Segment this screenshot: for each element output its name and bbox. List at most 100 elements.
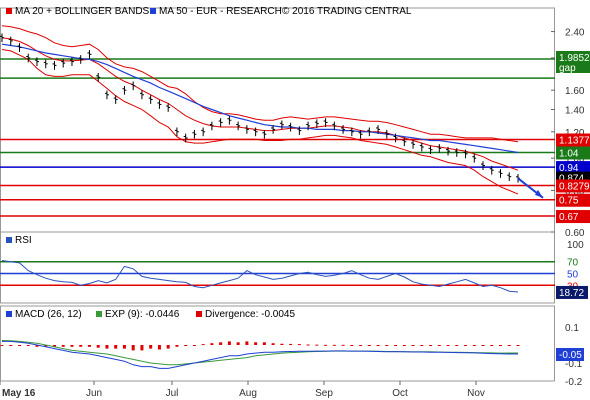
price-ytick-label: 1.00 (565, 154, 585, 165)
price-level-label: 0.8279 (559, 181, 590, 192)
ma50-line (1, 43, 519, 154)
month-label: Aug (239, 388, 257, 399)
divergence-bar (254, 342, 258, 345)
price-ytick-label: 1.60 (565, 86, 585, 97)
price-level-tag (556, 133, 590, 147)
panel-frame (0, 231, 555, 304)
divergence-bar (350, 345, 354, 346)
legend-ma50-label: MA 50 - EUR - RESEARCH (159, 6, 282, 17)
forecast-arrow-head (535, 189, 543, 198)
rsi-ytick-label: 100 (567, 240, 584, 251)
macd-legend-swatch (6, 311, 12, 317)
divergence-bar (52, 345, 56, 347)
divergence-label: Divergence: -0.0045 (205, 309, 295, 320)
panel-frame (0, 305, 555, 382)
divergence-bar (464, 345, 468, 346)
divergence-bar (262, 342, 266, 345)
divergence-bar (0, 345, 4, 346)
divergence-bar (70, 345, 74, 347)
macd-title: MACD (26, 12) (15, 309, 82, 320)
panel-frame (0, 7, 555, 233)
month-label: Nov (467, 388, 485, 399)
divergence-bar (210, 343, 214, 345)
rsi-ytick-label: 70 (567, 258, 579, 269)
divergence-bar (385, 345, 389, 346)
divergence-bar (394, 345, 398, 346)
price-level-label: 0.75 (559, 196, 579, 207)
legend-ma50-swatch (150, 8, 156, 14)
divergence-bar (367, 345, 371, 346)
divergence-bar (490, 345, 494, 346)
price-level-label: 0.874 (559, 174, 584, 185)
price-level-tag (556, 193, 590, 207)
divergence-bar (236, 342, 240, 345)
divergence-bar (297, 344, 301, 346)
divergence-bar (9, 345, 13, 346)
rsi-panel: RSI 100705030 18.72 (0, 235, 588, 299)
bollinger-lower (1, 49, 519, 195)
divergence-bar (420, 345, 424, 346)
month-label: Jul (166, 388, 179, 399)
price-level-note: gap (559, 63, 576, 74)
divergence-bar (122, 345, 126, 349)
month-axis: May 16 Jun Jul Aug Sep Oct Nov (0, 381, 485, 399)
divergence-bar (315, 344, 319, 346)
price-ytick-label: 0.60 (565, 228, 585, 239)
price-level-label: 1.9852 (559, 53, 590, 64)
exp-legend-swatch (96, 311, 102, 317)
divergence-bar (359, 345, 363, 346)
divergence-bar (96, 345, 100, 348)
divergence-bar (79, 345, 83, 347)
divergence-bar (437, 345, 441, 346)
divergence-bar (324, 344, 328, 346)
divergence-bar (131, 345, 135, 351)
divergence-bar (192, 345, 196, 346)
divergence-bar (376, 345, 380, 346)
divergence-bar (429, 345, 433, 346)
divergence-bar (507, 345, 511, 346)
legend-ma20-swatch (6, 8, 12, 14)
divergence-bar (499, 345, 503, 346)
price-level-tag (556, 179, 590, 193)
month-label: Sep (315, 388, 333, 399)
divergence-bar (35, 345, 39, 347)
exp-label: EXP (9): -0.0446 (105, 309, 180, 320)
rsi-line (1, 260, 519, 293)
price-level-label: 0.67 (559, 212, 579, 223)
divergence-bar (140, 345, 144, 351)
divergence-bar (245, 341, 249, 345)
rsi-title: RSI (15, 235, 32, 246)
divergence-bar (280, 343, 284, 345)
month-label: Oct (392, 388, 408, 399)
divergence-bar (184, 345, 188, 346)
divergence-bar (481, 345, 485, 346)
divergence-bar (332, 344, 336, 346)
divergence-bar (289, 343, 293, 345)
divergence-bar (516, 345, 520, 346)
price-level-tag (556, 146, 590, 160)
rsi-legend-swatch (6, 237, 12, 243)
macd-panel: MACD (26, 12) EXP (9): -0.0446 Divergenc… (0, 309, 584, 388)
divergence-bar (402, 345, 406, 346)
divergence-bar (175, 345, 179, 347)
rsi-current-tag (556, 285, 588, 299)
price-ytick-label: 1.40 (565, 105, 585, 116)
rsi-current-label: 18.72 (559, 288, 584, 299)
divergence-bar (455, 345, 459, 346)
divergence-bar (227, 341, 231, 345)
divergence-bar (17, 345, 21, 346)
divergence-bar (114, 345, 118, 349)
macd-current-label: -0.05 (559, 350, 582, 361)
divergence-bar (411, 345, 415, 346)
bollinger-upper (1, 25, 519, 143)
header-legend: MA 20 + BOLLINGER BANDS MA 50 - EUR - RE… (6, 6, 412, 17)
macd-ytick-label: -0.1 (565, 359, 583, 370)
divergence-bar (341, 344, 345, 346)
divergence-bar (446, 345, 450, 346)
divergence-bar (306, 344, 310, 346)
price-ytick-label: 2.40 (565, 28, 585, 39)
price-level-label: 0.94 (559, 163, 579, 174)
divergence-bar (87, 345, 91, 347)
divergence-bar (166, 345, 170, 349)
macd-line (2, 340, 518, 369)
